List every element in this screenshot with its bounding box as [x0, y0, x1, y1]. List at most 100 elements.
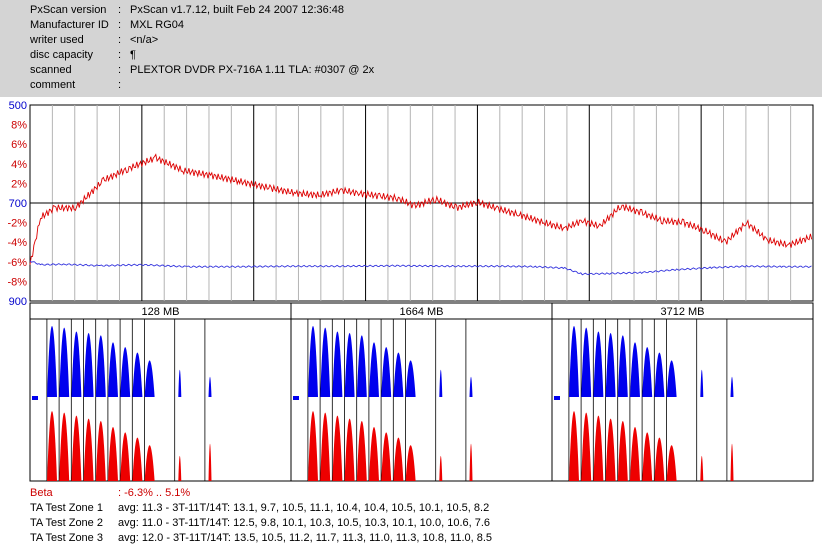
series-layer: [29, 153, 813, 276]
ta-red-peak: [332, 415, 343, 481]
header-value: PxScan v1.7.12, built Feb 24 2007 12:36:…: [130, 4, 345, 16]
ta-blue-peak: [71, 331, 82, 397]
ta-red-peak: [654, 437, 665, 481]
ta-blue-peak: [208, 376, 212, 397]
ta-baseline: [293, 396, 299, 400]
ta-red-peak: [730, 443, 734, 481]
ta-red-peak: [344, 418, 355, 481]
header-separator: :: [118, 19, 122, 31]
ta-zone-label: TA Test Zone 1: [30, 502, 103, 514]
ta-red-peak: [132, 437, 143, 481]
y-tick-label: 6%: [11, 139, 27, 151]
ta-baseline: [554, 396, 560, 400]
ta-zone-label: 3712 MB: [660, 306, 704, 318]
ta-blue-peak: [581, 327, 592, 397]
ta-red-peak: [59, 412, 70, 481]
ta-blue-peak: [381, 347, 392, 397]
beta-value: : -6.3% .. 5.1%: [118, 487, 191, 499]
ta-red-peak: [47, 411, 57, 481]
ta-red-peak: [393, 437, 404, 481]
ta-red-peak: [369, 427, 379, 481]
ta-blue-peak: [439, 369, 443, 397]
ta-red-peak: [83, 418, 94, 481]
ta-baseline: [32, 396, 38, 400]
beta-label: Beta: [30, 487, 53, 499]
ta-red-peak: [320, 412, 331, 481]
ta-blue-peak: [95, 335, 106, 397]
ta-red-peak: [381, 432, 392, 481]
jitter-series: [29, 260, 812, 276]
header-separator: :: [118, 79, 122, 91]
ta-zone-label: TA Test Zone 2: [30, 517, 103, 529]
ta-zone-label: TA Test Zone 3: [30, 532, 103, 544]
ta-red-peak: [108, 427, 118, 481]
header-value: <n/a>: [130, 34, 159, 46]
ta-zone-value: avg: 11.3 - 3T-11T/14T: 13.1, 9.7, 10.5,…: [118, 502, 490, 514]
ta-red-peak: [630, 427, 640, 481]
ta-red-peak: [308, 411, 318, 481]
y-tick-label: -6%: [7, 257, 27, 269]
ta-red-peak: [71, 415, 82, 481]
header-separator: :: [118, 49, 122, 61]
header-value: MXL RG04: [130, 19, 185, 31]
header-separator: :: [118, 34, 122, 46]
ta-blue-peak: [47, 326, 57, 397]
header-value: PLEXTOR DVDR PX-716A 1.11 TLA: #0307 @ 2…: [130, 64, 375, 76]
header-key: PxScan version: [30, 4, 107, 16]
ta-blue-peak: [120, 347, 131, 397]
ta-red-peak: [581, 412, 592, 481]
ta-red-peak: [95, 420, 106, 481]
ta-blue-peak: [132, 352, 143, 397]
ta-red-peak: [144, 445, 155, 481]
ta-red-peak: [642, 432, 653, 481]
ta-blue-peak: [730, 376, 734, 397]
ta-blue-peak: [630, 342, 640, 397]
ta-zone-label: 128 MB: [142, 306, 180, 318]
y-tick-label: -2%: [7, 218, 27, 230]
y-tick-label: -8%: [7, 276, 27, 288]
beta-jitter-plot: [29, 104, 814, 302]
ta-blue-peak: [83, 333, 94, 397]
scan-info-header: PxScan version : PxScan v1.7.12, built F…: [0, 0, 822, 97]
ta-red-peak: [178, 455, 182, 481]
ta-blue-peak: [617, 335, 628, 397]
ta-blue-peak: [369, 342, 379, 397]
ta-blue-peak: [405, 360, 416, 397]
ta-red-peak: [120, 432, 131, 481]
ta-red-peak: [405, 445, 416, 481]
ta-zones: 128 MB 1664 MB 3712 MB: [29, 302, 814, 482]
ta-blue-peak: [178, 369, 182, 397]
ta-red-peak: [700, 455, 704, 481]
ta-red-peak: [666, 445, 677, 481]
ta-zone-value: avg: 11.0 - 3T-11T/14T: 12.5, 9.8, 10.1,…: [118, 517, 491, 529]
ta-blue-peak: [469, 376, 473, 397]
ta-blue-peak: [332, 331, 343, 397]
header-key: writer used: [30, 34, 84, 46]
header-value: ¶: [130, 49, 136, 61]
ta-zone-2: 1664 MB: [290, 302, 553, 482]
ta-zone-body: [551, 318, 814, 482]
header-key: scanned: [30, 64, 72, 76]
ta-zone-body: [29, 318, 292, 482]
y-tick-label: 4%: [11, 159, 27, 171]
ta-red-peak: [208, 443, 212, 481]
y-tick-label: 500: [9, 100, 27, 112]
ta-blue-peak: [320, 327, 331, 397]
y-tick-label: 8%: [11, 120, 27, 132]
ta-blue-peak: [666, 360, 677, 397]
y-tick-label: 2%: [11, 178, 27, 190]
ta-red-peak: [469, 443, 473, 481]
ta-blue-peak: [700, 369, 704, 397]
ta-blue-peak: [108, 342, 118, 397]
ta-zone-1: 128 MB: [29, 302, 292, 482]
beta-series: [29, 153, 813, 265]
ta-blue-peak: [393, 352, 404, 397]
ta-red-peak: [593, 415, 604, 481]
ta-blue-peak: [59, 327, 70, 397]
ta-red-peak: [439, 455, 443, 481]
ta-blue-peak: [356, 335, 367, 397]
ta-blue-peak: [144, 360, 155, 397]
ta-blue-peak: [344, 333, 355, 397]
ta-zone-label: 1664 MB: [399, 306, 443, 318]
